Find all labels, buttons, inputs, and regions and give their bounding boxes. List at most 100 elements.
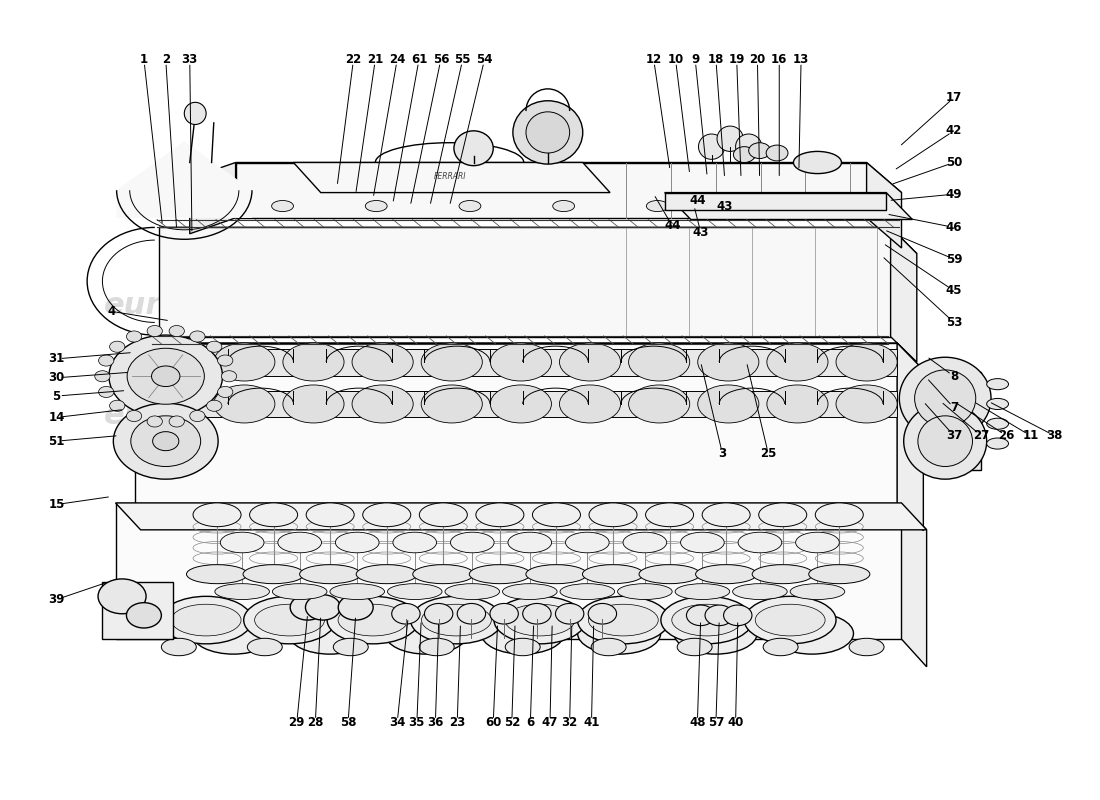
Ellipse shape	[508, 532, 551, 553]
Ellipse shape	[327, 596, 419, 644]
Ellipse shape	[283, 385, 344, 423]
Ellipse shape	[767, 385, 828, 423]
Ellipse shape	[738, 532, 782, 553]
Polygon shape	[182, 349, 898, 376]
Ellipse shape	[273, 584, 327, 599]
Text: 11: 11	[1022, 429, 1038, 442]
Text: 30: 30	[48, 371, 65, 384]
Ellipse shape	[588, 503, 637, 526]
Ellipse shape	[987, 398, 1009, 410]
Ellipse shape	[490, 603, 518, 624]
Text: 6: 6	[526, 717, 535, 730]
Text: 38: 38	[1046, 429, 1063, 442]
Polygon shape	[117, 141, 252, 218]
Ellipse shape	[526, 112, 570, 153]
Ellipse shape	[393, 532, 437, 553]
Ellipse shape	[834, 201, 856, 211]
Ellipse shape	[306, 503, 354, 526]
Polygon shape	[902, 503, 926, 666]
Ellipse shape	[278, 532, 321, 553]
Ellipse shape	[95, 370, 110, 382]
Text: 56: 56	[432, 53, 449, 66]
Ellipse shape	[494, 596, 585, 644]
Polygon shape	[182, 390, 898, 418]
Ellipse shape	[333, 638, 369, 656]
Ellipse shape	[248, 638, 283, 656]
Polygon shape	[189, 162, 235, 234]
Ellipse shape	[213, 385, 275, 423]
Ellipse shape	[419, 638, 454, 656]
Ellipse shape	[126, 410, 142, 422]
Ellipse shape	[481, 613, 564, 654]
Polygon shape	[116, 503, 902, 639]
Ellipse shape	[283, 343, 344, 381]
Ellipse shape	[458, 603, 485, 624]
Text: 7: 7	[950, 402, 958, 414]
Text: 16: 16	[771, 53, 788, 66]
Ellipse shape	[752, 565, 813, 584]
Ellipse shape	[904, 403, 987, 479]
Ellipse shape	[459, 201, 481, 211]
Text: 53: 53	[946, 316, 962, 329]
Ellipse shape	[790, 584, 845, 599]
Text: 43: 43	[716, 200, 733, 214]
Text: 19: 19	[728, 53, 745, 66]
Text: eurospares: eurospares	[475, 290, 668, 319]
Ellipse shape	[128, 348, 205, 404]
Text: 3: 3	[718, 447, 726, 460]
Text: 25: 25	[760, 447, 777, 460]
Ellipse shape	[526, 565, 587, 584]
Ellipse shape	[218, 386, 233, 398]
Text: 54: 54	[476, 53, 493, 66]
Text: 46: 46	[946, 221, 962, 234]
Ellipse shape	[110, 341, 125, 352]
Text: 33: 33	[182, 53, 198, 66]
Ellipse shape	[387, 584, 442, 599]
Text: 28: 28	[307, 717, 323, 730]
Ellipse shape	[113, 403, 218, 479]
Ellipse shape	[191, 613, 275, 654]
Ellipse shape	[352, 385, 414, 423]
Ellipse shape	[330, 584, 385, 599]
Ellipse shape	[419, 503, 468, 526]
Ellipse shape	[147, 416, 163, 427]
Text: 41: 41	[583, 717, 600, 730]
Ellipse shape	[745, 596, 836, 644]
Polygon shape	[891, 227, 916, 362]
Ellipse shape	[187, 565, 248, 584]
Text: 24: 24	[389, 53, 406, 66]
Ellipse shape	[110, 400, 125, 411]
Text: 17: 17	[946, 91, 962, 104]
Text: 42: 42	[946, 124, 962, 138]
Ellipse shape	[849, 638, 884, 656]
Ellipse shape	[678, 638, 712, 656]
Ellipse shape	[98, 579, 146, 614]
Ellipse shape	[583, 565, 643, 584]
Ellipse shape	[588, 603, 617, 624]
Ellipse shape	[505, 604, 575, 636]
Ellipse shape	[705, 605, 734, 626]
Text: 9: 9	[691, 53, 700, 66]
Text: 2: 2	[162, 53, 169, 66]
Ellipse shape	[661, 596, 752, 644]
Text: 29: 29	[288, 717, 305, 730]
Text: 61: 61	[410, 53, 427, 66]
Text: 27: 27	[974, 429, 989, 442]
Ellipse shape	[221, 370, 236, 382]
Ellipse shape	[532, 503, 581, 526]
Ellipse shape	[749, 142, 770, 158]
Ellipse shape	[914, 370, 976, 427]
Text: 12: 12	[646, 53, 662, 66]
Ellipse shape	[131, 416, 200, 466]
Ellipse shape	[352, 343, 414, 381]
Text: 35: 35	[408, 717, 425, 730]
Polygon shape	[898, 343, 923, 530]
Ellipse shape	[189, 331, 205, 342]
Text: 5: 5	[53, 390, 60, 402]
Text: 39: 39	[48, 593, 65, 606]
Ellipse shape	[290, 594, 326, 620]
Ellipse shape	[628, 385, 690, 423]
Polygon shape	[160, 227, 916, 254]
Ellipse shape	[556, 603, 584, 624]
Ellipse shape	[425, 603, 453, 624]
